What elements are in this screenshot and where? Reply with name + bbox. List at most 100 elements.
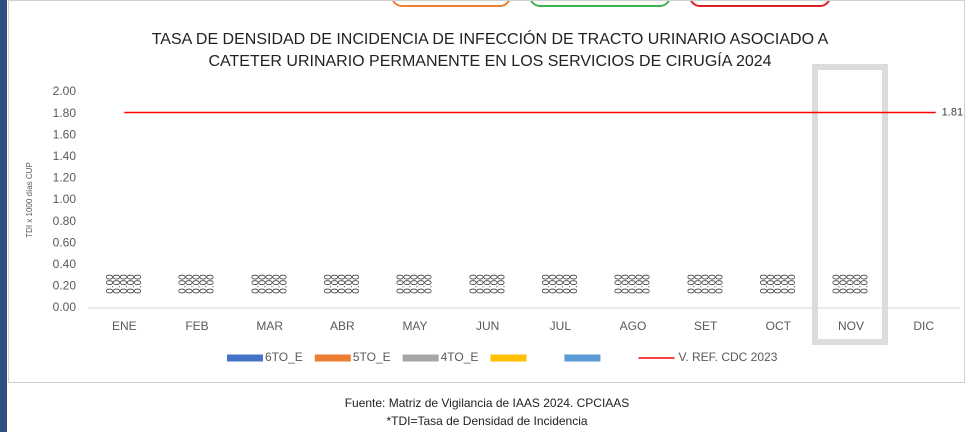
data-label: 0.00 — [541, 274, 552, 294]
data-label: 0.00 — [410, 274, 421, 294]
data-label: 0.00 — [417, 274, 428, 294]
legend-label: 4TO_E — [441, 350, 479, 364]
data-label: 0.00 — [271, 274, 282, 294]
data-label: 0.00 — [192, 274, 203, 294]
data-label: 0.00 — [628, 274, 639, 294]
y-tick-label: 2.00 — [53, 84, 77, 98]
data-label: 0.00 — [832, 274, 843, 294]
data-label: 0.00 — [119, 274, 130, 294]
data-label: 0.00 — [496, 274, 507, 294]
legend-swatch — [402, 354, 439, 362]
data-label: 0.00 — [707, 274, 718, 294]
data-label: 0.00 — [839, 274, 850, 294]
tab-button[interactable] — [529, 0, 671, 7]
y-axis-label: TDI x 1000 días CUP — [25, 162, 34, 238]
data-label: 0.00 — [686, 274, 697, 294]
legend-swatch — [564, 354, 601, 362]
side-strip — [0, 0, 7, 432]
data-label: 0.00 — [112, 274, 123, 294]
data-label: 0.00 — [759, 274, 770, 294]
y-tick-label: 0.40 — [53, 257, 77, 271]
data-label: 0.00 — [548, 274, 559, 294]
data-label: 0.00 — [860, 274, 871, 294]
x-tick-label: MAY — [402, 319, 427, 333]
data-label: 0.00 — [330, 274, 341, 294]
legend-label: 5TO_E — [353, 350, 391, 364]
x-tick-label: SET — [694, 319, 718, 333]
x-tick-label: JUN — [476, 319, 499, 333]
data-label: 0.00 — [555, 274, 566, 294]
x-tick-label: MAR — [256, 319, 283, 333]
data-label: 0.00 — [614, 274, 625, 294]
x-tick-label: FEB — [185, 319, 208, 333]
data-label: 0.00 — [642, 274, 653, 294]
x-tick-label: ENE — [112, 319, 137, 333]
data-label: 0.00 — [773, 274, 784, 294]
data-label: 0.00 — [475, 274, 486, 294]
legend-label: 6TO_E — [265, 350, 303, 364]
x-tick-label: JUL — [550, 319, 572, 333]
x-tick-label: AGO — [620, 319, 647, 333]
data-label: 0.00 — [396, 274, 407, 294]
data-label: 0.00 — [846, 274, 857, 294]
data-label: 0.00 — [489, 274, 500, 294]
data-label: 0.00 — [185, 274, 196, 294]
legend-swatch — [314, 354, 351, 362]
y-tick-label: 1.60 — [53, 127, 77, 141]
data-label: 0.00 — [562, 274, 573, 294]
data-label: 0.00 — [178, 274, 189, 294]
data-label: 0.00 — [700, 274, 711, 294]
data-label: 0.00 — [278, 274, 289, 294]
chart-title: CATETER URINARIO PERMANENTE EN LOS SERVI… — [208, 51, 771, 70]
y-tick-label: 1.00 — [53, 192, 77, 206]
legend-swatch — [490, 354, 527, 362]
footer-text: Fuente: Matriz de Vigilancia de IAAS 202… — [345, 396, 630, 410]
y-tick-label: 0.00 — [53, 300, 77, 314]
x-tick-label: OCT — [766, 319, 792, 333]
data-label: 0.00 — [714, 274, 725, 294]
data-label: 0.00 — [853, 274, 864, 294]
x-tick-label: NOV — [838, 319, 864, 333]
y-tick-label: 1.20 — [53, 171, 77, 185]
data-label: 0.00 — [569, 274, 580, 294]
data-label: 0.00 — [403, 274, 414, 294]
data-label: 0.00 — [635, 274, 646, 294]
data-label: 0.00 — [482, 274, 493, 294]
reference-label: 1.81 — [942, 106, 963, 118]
data-label: 0.00 — [780, 274, 791, 294]
tab-button[interactable] — [391, 0, 511, 7]
data-label: 0.00 — [105, 274, 116, 294]
data-label: 0.00 — [351, 274, 362, 294]
y-tick-label: 0.60 — [53, 235, 77, 249]
x-tick-label: DIC — [913, 319, 934, 333]
y-tick-label: 0.20 — [53, 279, 77, 293]
data-label: 0.00 — [257, 274, 268, 294]
footer-text: *TDI=Tasa de Densidad de Incidencia — [386, 414, 587, 428]
data-label: 0.00 — [693, 274, 704, 294]
legend-label: V. REF. CDC 2023 — [678, 350, 777, 364]
data-label: 0.00 — [199, 274, 210, 294]
data-label: 0.00 — [621, 274, 632, 294]
data-label: 0.00 — [344, 274, 355, 294]
data-label: 0.00 — [424, 274, 435, 294]
data-label: 0.00 — [787, 274, 798, 294]
chart-title: TASA DE DENSIDAD DE INCIDENCIA DE INFECC… — [152, 29, 829, 48]
data-label: 0.00 — [206, 274, 217, 294]
tab-button[interactable] — [689, 0, 831, 7]
data-label: 0.00 — [126, 274, 137, 294]
data-label: 0.00 — [323, 274, 334, 294]
data-label: 0.00 — [468, 274, 479, 294]
data-label: 0.00 — [337, 274, 348, 294]
y-tick-label: 1.80 — [53, 106, 77, 120]
data-label: 0.00 — [133, 274, 144, 294]
chart-frame — [8, 0, 965, 383]
y-tick-label: 0.80 — [53, 214, 77, 228]
x-tick-label: ABR — [330, 319, 355, 333]
data-label: 0.00 — [264, 274, 275, 294]
data-label: 0.00 — [250, 274, 261, 294]
data-label: 0.00 — [766, 274, 777, 294]
y-tick-label: 1.40 — [53, 149, 77, 163]
legend-swatch — [227, 354, 263, 362]
